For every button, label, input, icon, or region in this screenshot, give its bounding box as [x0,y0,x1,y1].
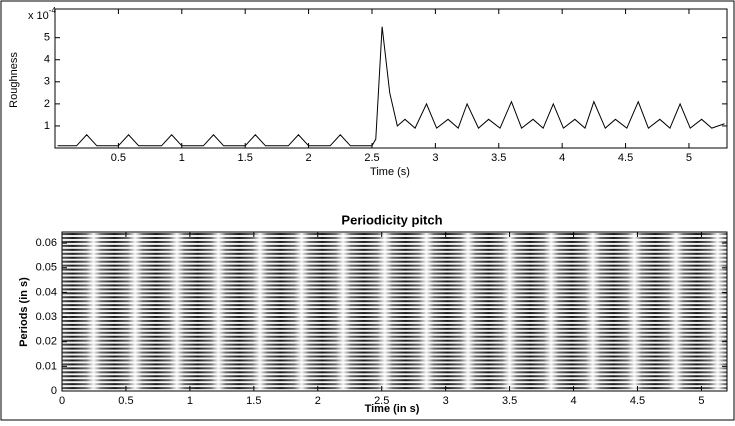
axes-box [61,231,728,392]
axes-box [54,8,728,149]
y-tick-label: 0.05 [36,262,57,274]
x-axis-label: Time (s) [370,166,410,178]
y-tick-label: 0.04 [36,286,57,298]
x-tick-label: 2.5 [374,395,389,407]
x-tick-label: 3.5 [502,395,517,407]
x-tick-label: 5 [686,152,692,164]
x-tick-label: 0 [59,395,65,407]
y-axis-label: Periods (in s) [18,277,30,347]
x-tick-label: 5 [698,395,704,407]
x-axis-label: Time (in s) [365,403,420,415]
x-tick-label: 0.5 [111,152,126,164]
x-tick-label: 4 [559,152,565,164]
x-tick-label: 4.5 [618,152,633,164]
data-line [57,26,725,147]
y-tick-label: 3 [44,76,50,88]
y-tick-label: 1 [44,120,50,132]
x-tick-label: 2 [315,395,321,407]
x-tick-label: 1.5 [238,152,253,164]
y-tick-label: 0.01 [36,360,57,372]
x-tick-label: 0.5 [118,395,133,407]
x-tick-label: 3 [443,395,449,407]
chart-title: Periodicity pitch [341,212,442,227]
x-tick-label: 1 [187,395,193,407]
y-tick-label: 0.06 [36,237,57,249]
y-tick-label: 0.03 [36,311,57,323]
y-tick-label: 2 [44,98,50,110]
y-axis-label: Roughness [8,52,20,108]
y-tick-label: 4 [44,54,50,66]
y-tick-label: 0.02 [36,336,57,348]
x-tick-label: 2.5 [364,152,379,164]
x-tick-label: 4 [570,395,576,407]
x-tick-label: 3 [432,152,438,164]
exponent-label: x 10-4 [28,6,56,22]
y-tick-label: 0 [51,385,57,397]
x-tick-label: 3.5 [491,152,506,164]
y-tick-label: 5 [44,32,50,44]
x-tick-label: 4.5 [630,395,645,407]
heatmap-image [62,232,727,391]
x-tick-label: 1.5 [246,395,261,407]
x-tick-label: 1 [179,152,185,164]
x-tick-label: 2 [306,152,312,164]
